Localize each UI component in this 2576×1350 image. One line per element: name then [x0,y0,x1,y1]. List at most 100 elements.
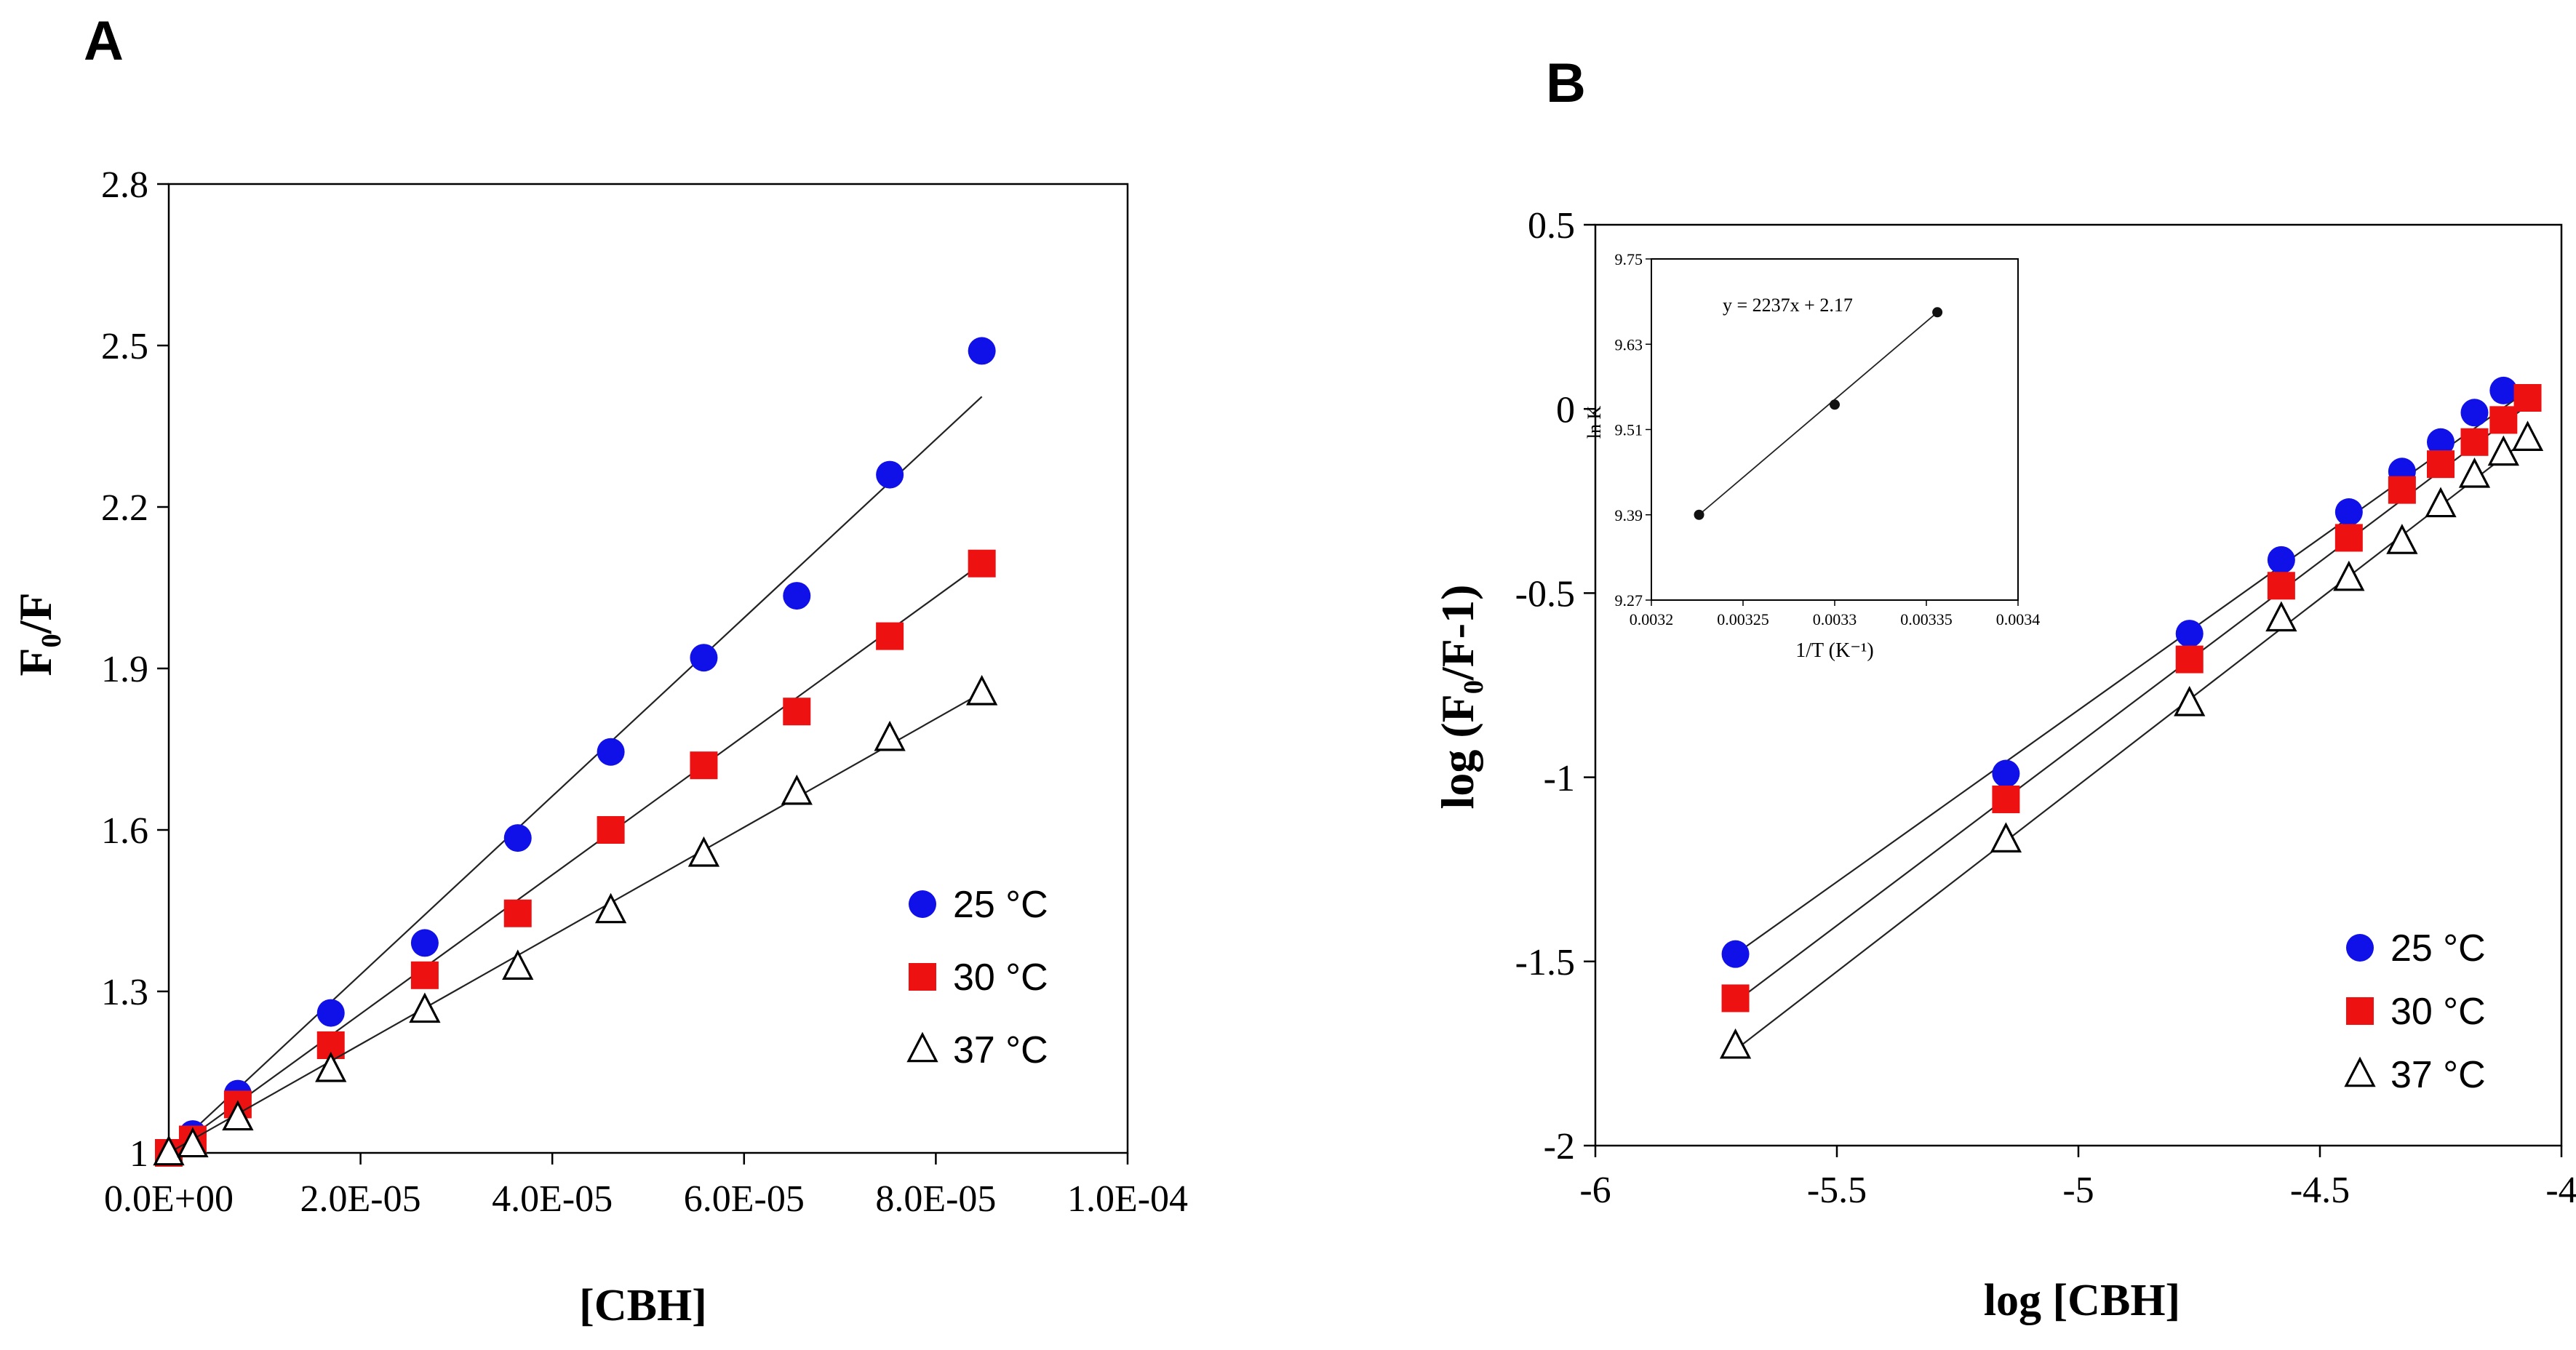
inset-data-point [1932,307,1943,318]
panel-b-y-tick-label: -0.5 [1515,574,1575,615]
panel-b-legend: 25 °C 30 °C 37 °C [2344,927,2486,1096]
inset-x-axis-title: 1/T (K⁻¹) [1795,639,1873,662]
inset-x-tick-label: 0.0034 [1996,610,2041,628]
panel-a-data-point [966,674,998,706]
panel-b-data-point [2425,487,2457,518]
panel-b-data-point [2489,376,2518,404]
panel-b-data-point [2334,498,2363,526]
inset-data-point [1830,399,1840,410]
panel-a-fit-line [168,396,983,1154]
panel-a-data-point [177,1127,209,1158]
panel-a-data-point [781,774,813,805]
panel-a-data-point [503,899,532,927]
panel-b-data-point [1719,1028,1752,1059]
panel-b-data-point [1992,759,2020,788]
panel-b-data-point [2267,572,2295,600]
panel-a-data-point [597,738,625,766]
panel-a-data-point [687,836,720,867]
panel-b-x-axis-title: log [CBH] [1984,1276,2180,1325]
panel-a-y-tick-label: 2.2 [101,487,148,529]
panel-a-data-point [874,720,906,751]
panel-b-x-tick-label: -4.5 [2290,1170,2350,1211]
panel-a-legend-label: 25 °C [953,884,1048,926]
panel-b-legend-marker [2346,997,2374,1025]
panel-a-data-point [597,816,625,844]
inset-x-tick-label: 0.00325 [1717,610,1769,628]
panel-b-data-point [1721,984,1750,1012]
inset-x-tick-label: 0.0033 [1813,610,1857,628]
panel-b-data-point [1721,940,1750,968]
panel-a-y-tick-label: 2.5 [101,326,148,367]
panel-b-legend-marker [2344,1056,2376,1087]
panel-a-x-axis-title: [CBH] [579,1281,707,1330]
panel-b-y-tick-label: 0 [1556,389,1575,431]
panel-b-data-point [1990,822,2022,852]
panel-a-y-tick-label: 1 [129,1133,148,1175]
panel-b-legend-marker [2346,934,2374,962]
panel-b-x-tick-label: -4 [2545,1170,2576,1211]
panel-a-legend: 25 °C 30 °C 37 °C [906,884,1048,1071]
panel-b-fit-line [1734,404,2529,1003]
panel-b-plot-area: -6 -5.5 -5 -4.5 -4 -2 -1.5 -1 -0.5 0 0.5 [1515,205,2576,1211]
inset-y-tick-label: 9.63 [1615,335,1643,354]
panel-a-data-point [876,460,904,489]
panel-b-y-tick-label: -1 [1544,758,1575,799]
inset-y-tick-label: 9.27 [1615,591,1643,610]
inset-y-tick-label: 9.75 [1615,250,1643,268]
panel-b-legend-label: 30 °C [2390,991,2486,1033]
inset-axes-frame [1651,258,2019,601]
panel-b-data-point [1992,785,2020,813]
panel-b-x-tick-label: -6 [1579,1170,1611,1211]
panel-b-data-point [2388,476,2416,504]
panel-a-legend-label: 37 °C [953,1029,1048,1071]
panel-a-data-point [315,1051,347,1082]
panel-a-data-point [503,824,532,852]
panel-a-data-point [783,582,811,610]
panel-a-data-point [968,549,996,578]
panel-b-data-point [2333,560,2365,591]
panel-b-data-point [2427,428,2455,456]
panel-a-letter: A [84,10,124,72]
panel-a-y-tick-label: 1.9 [101,649,148,690]
panel-a-x-tick-label: 8.0E-05 [875,1178,996,1220]
panel-a-data-point [876,622,904,650]
panel-a-legend-marker [909,963,936,991]
panel-a-data-point [690,644,718,672]
panel-b-y-tick-label: -1.5 [1515,942,1575,983]
panel-b-x-tick-label: -5 [2062,1170,2094,1211]
panel-b-data-point [2427,450,2455,479]
panel-b-data-point [2460,399,2489,427]
panel-a-legend-marker [909,890,936,918]
panel-a-data-point [783,698,811,726]
panel-a-x-tick-label: 1.0E-04 [1067,1178,1188,1220]
inset-fit-line [1698,311,1938,516]
panel-b-data-point [2334,524,2363,552]
panel-a-data-point [690,751,718,780]
inset-x-tick-label: 0.00335 [1900,610,1953,628]
panel-a-data-point [153,1135,185,1166]
panel-b-data-point [2460,428,2489,456]
panel-b-data-point [2265,601,2297,632]
panel-a-data-point [410,961,439,989]
inset-y-tick-label: 9.39 [1615,506,1643,524]
panel-b-x-tick-label: -5.5 [1807,1170,1867,1211]
panel-b-y-axis-title: log (F₀/F-1) [1432,585,1483,810]
panel-b-legend-label: 25 °C [2390,927,2486,970]
panel-a-x-tick-label: 4.0E-05 [492,1178,613,1220]
inset-y-tick-label: 9.51 [1615,421,1643,439]
panel-a-fit-line [168,562,983,1154]
panel-b-data-point [2489,406,2518,434]
panel-a-x-tick-label: 2.0E-05 [300,1178,421,1220]
panel-b-data-point [2511,420,2544,451]
panel-b-inset-chart: 0.0032 0.00325 0.0033 0.00335 0.0034 9.27 9.39… [1584,250,2040,662]
panel-b-data-point [2174,685,2206,716]
panel-a-data-point [594,892,627,924]
panel-b-data-point [2513,384,2542,412]
panel-a-x-tick-label: 6.0E-05 [684,1178,805,1220]
panel-b-data-point [2175,645,2204,674]
panel-a-data-point [316,999,345,1027]
inset-y-axis-title: ln K [1584,406,1605,439]
panel-b: B -6 -5.5 -5 -4.5 -4 -2 -1.5 -1 -0.5 0 0.5 log [CB… [1432,52,2576,1325]
panel-a-legend-label: 30 °C [953,956,1048,999]
